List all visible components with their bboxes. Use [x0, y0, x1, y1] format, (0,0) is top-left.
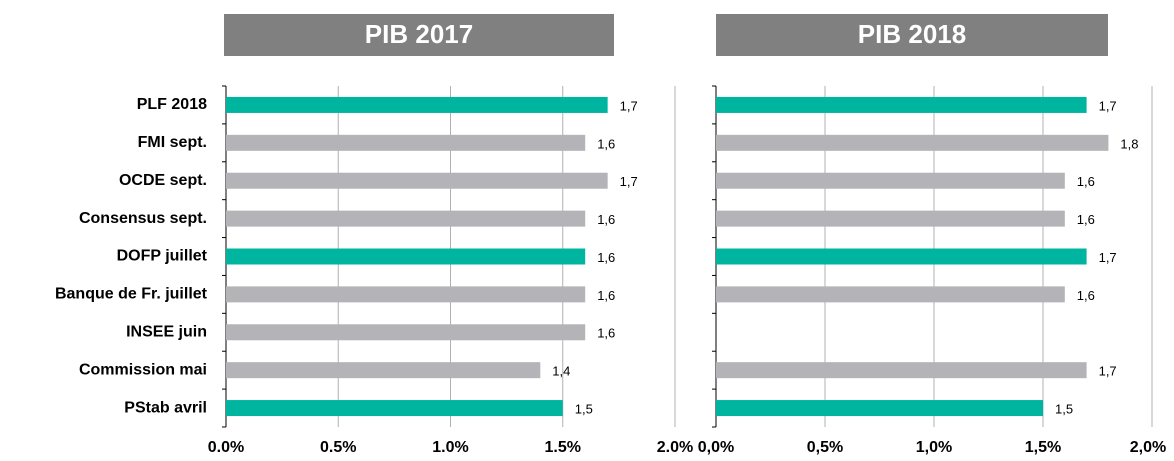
bar	[716, 96, 1087, 113]
bar	[226, 286, 586, 303]
data-label: 1,6	[1077, 288, 1095, 303]
bar	[226, 134, 586, 151]
bar	[716, 134, 1109, 151]
bar	[226, 210, 586, 227]
data-label: 1,8	[1120, 136, 1138, 151]
y-tick-label: PLF 2018	[137, 96, 207, 113]
chart-title: PIB 2017	[365, 19, 473, 49]
y-tick-label: PStab avril	[124, 399, 207, 416]
bar	[716, 286, 1065, 303]
bar	[226, 248, 586, 265]
bar	[226, 96, 608, 113]
data-label: 1,6	[597, 250, 615, 265]
data-label: 1,7	[620, 98, 638, 113]
x-tick-label: 2,0%	[1130, 439, 1166, 456]
data-label: 1,7	[1099, 250, 1117, 265]
y-tick-label: Consensus sept.	[79, 210, 207, 227]
bar	[226, 362, 541, 379]
bar	[716, 210, 1065, 227]
data-label: 1,6	[597, 212, 615, 227]
data-label: 1,6	[1077, 174, 1095, 189]
bar	[716, 172, 1065, 189]
bar	[226, 400, 563, 417]
x-tick-label: 1,5%	[1025, 439, 1061, 456]
data-label: 1,6	[1077, 212, 1095, 227]
x-tick-label: 2.0%	[657, 439, 693, 456]
y-tick-label: DOFP juillet	[117, 248, 208, 265]
bar	[226, 172, 608, 189]
data-label: 1,7	[1099, 364, 1117, 379]
x-tick-label: 0.0%	[208, 439, 244, 456]
chart-title: PIB 2018	[858, 19, 966, 49]
data-label: 1,7	[1099, 98, 1117, 113]
x-tick-label: 0.5%	[320, 439, 356, 456]
data-label: 1,7	[620, 174, 638, 189]
y-tick-label: FMI sept.	[138, 134, 207, 151]
bar	[716, 248, 1087, 265]
x-tick-label: 1.0%	[432, 439, 468, 456]
title-box	[224, 14, 614, 56]
title-box	[716, 14, 1108, 56]
data-label: 1,6	[597, 288, 615, 303]
data-label: 1,6	[597, 326, 615, 341]
data-label: 1,4	[552, 364, 570, 379]
data-label: 1,5	[575, 401, 593, 416]
bar	[716, 400, 1043, 417]
data-label: 1,6	[597, 136, 615, 151]
data-label: 1,5	[1055, 401, 1073, 416]
y-tick-label: INSEE juin	[126, 323, 207, 340]
bar	[226, 324, 586, 341]
y-tick-label: Banque de Fr. juillet	[55, 286, 208, 303]
x-tick-label: 1.5%	[545, 439, 581, 456]
y-tick-label: OCDE sept.	[119, 172, 207, 189]
bar	[716, 362, 1087, 379]
x-tick-label: 0,0%	[698, 439, 734, 456]
x-tick-label: 1,0%	[916, 439, 952, 456]
y-tick-label: Commission mai	[79, 361, 207, 378]
x-tick-label: 0,5%	[807, 439, 843, 456]
